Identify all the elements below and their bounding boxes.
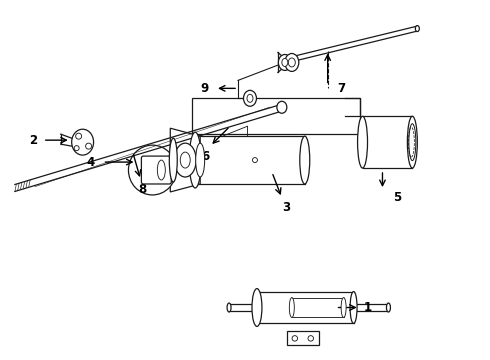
Text: 2: 2 [29,134,37,147]
Text: 3: 3 [282,201,290,215]
Ellipse shape [341,298,346,318]
Text: 7: 7 [338,82,345,95]
Ellipse shape [72,129,94,155]
Ellipse shape [278,54,292,71]
FancyBboxPatch shape [142,156,172,184]
Ellipse shape [292,336,297,341]
Ellipse shape [285,54,299,71]
Ellipse shape [409,124,416,161]
Ellipse shape [308,336,314,341]
Ellipse shape [407,116,417,168]
Ellipse shape [289,298,294,318]
Ellipse shape [169,138,177,182]
Text: 5: 5 [393,192,401,204]
Text: 9: 9 [200,82,208,95]
Polygon shape [192,98,360,134]
Ellipse shape [86,143,92,149]
Ellipse shape [387,303,391,312]
Ellipse shape [282,58,288,67]
Ellipse shape [227,303,231,312]
Ellipse shape [277,101,287,113]
Ellipse shape [252,158,257,163]
Polygon shape [171,128,200,192]
Ellipse shape [358,116,368,168]
Text: 1: 1 [364,301,371,314]
Ellipse shape [350,292,357,323]
Ellipse shape [189,132,201,188]
Ellipse shape [128,145,176,195]
Ellipse shape [180,152,190,168]
Ellipse shape [157,160,165,180]
FancyBboxPatch shape [287,332,318,345]
Ellipse shape [174,143,196,177]
Ellipse shape [247,94,253,102]
Ellipse shape [75,133,82,139]
Ellipse shape [300,136,310,184]
Ellipse shape [244,90,256,106]
Ellipse shape [74,146,79,150]
Ellipse shape [416,26,419,32]
Ellipse shape [252,289,262,327]
Text: 8: 8 [139,184,147,197]
Ellipse shape [196,143,205,177]
Text: 6: 6 [201,150,209,163]
Text: 4: 4 [86,156,95,168]
Ellipse shape [288,58,295,67]
